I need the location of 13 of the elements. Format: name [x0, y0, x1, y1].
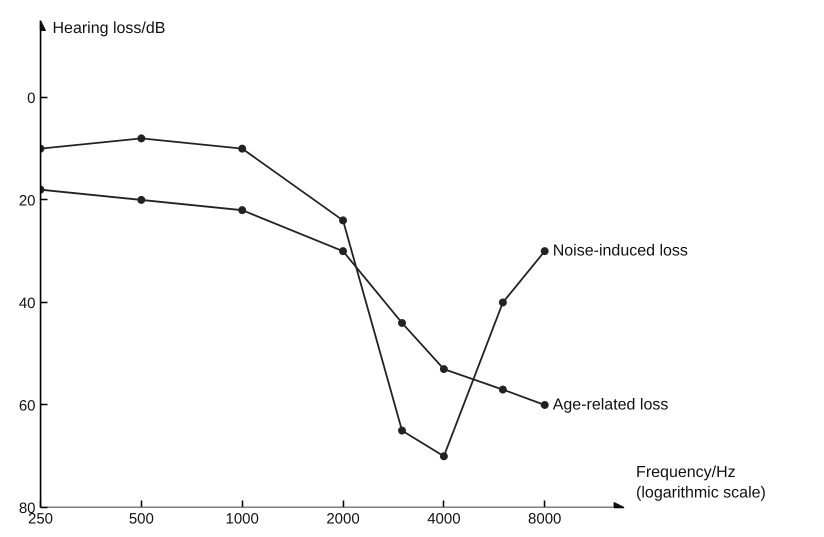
x-tick-label: 1000 — [226, 510, 259, 528]
y-tick-label: 60 — [18, 397, 36, 414]
y-tick-label: 20 — [18, 192, 36, 210]
x-axis-title: Frequency/Hz (logarithmic scale) — [636, 464, 766, 502]
y-tick-label: 40 — [18, 294, 36, 312]
y-tick-label: 0 — [27, 90, 36, 107]
x-tick-label: 4000 — [427, 510, 461, 528]
series-label: Noise-induced loss — [552, 242, 688, 260]
y-axis-title: Hearing loss/dB — [52, 20, 166, 37]
x-tick-label: 8000 — [528, 510, 562, 528]
x-tick-label: 2000 — [326, 510, 360, 528]
series-label: Age-related loss — [552, 396, 668, 414]
x-tick-label: 500 — [128, 510, 154, 528]
